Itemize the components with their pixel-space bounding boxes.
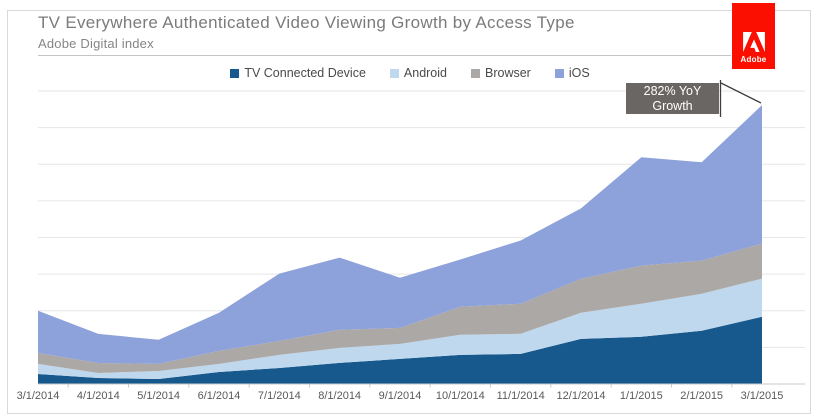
chart-frame [7,10,811,414]
legend-label: iOS [568,66,590,80]
area-android [38,278,762,379]
x-axis-label: 10/1/2014 [435,390,485,402]
legend-swatch [389,68,399,78]
adobe-logo-label: Adobe [740,55,767,64]
area-ios [38,105,762,364]
x-axis-label: 11/1/2014 [496,390,545,402]
chart-legend: TV Connected Device Android Browser iOS [0,66,820,80]
x-axis-label: 3/1/2015 [740,390,784,402]
x-axis-label: 9/1/2014 [378,390,422,402]
chart-title: TV Everywhere Authenticated Video Viewin… [38,13,575,32]
legend-item-browser: Browser [471,66,531,80]
legend-label: TV Connected Device [244,66,366,80]
adobe-a-icon [742,32,765,52]
x-axis-label: 5/1/2014 [137,390,181,402]
yoy-growth-callout: 282% YoY Growth [626,83,719,114]
x-axis-label: 7/1/2014 [257,390,301,402]
x-axis-label: 1/1/2015 [619,390,663,402]
callout-line2: Growth [652,98,693,113]
adobe-logo: Adobe [732,3,775,69]
legend-item-android: Android [389,66,447,80]
area-tv-connected-device [38,316,762,384]
legend-item-tv-connected-device: TV Connected Device [230,66,366,80]
legend-swatch [554,68,564,78]
x-axis-label: 2/1/2015 [680,390,724,402]
header-divider [38,55,731,56]
legend-swatch [471,68,480,78]
x-axis-label: 8/1/2014 [318,390,362,402]
callout-line1: 282% YoY [643,83,702,98]
legend-label: Android [403,66,447,80]
legend-item-ios: iOS [554,66,590,80]
callout-leader-line [720,82,762,104]
legend-swatch [230,68,240,78]
x-axis-label: 6/1/2014 [197,390,241,402]
x-axis-label: 12/1/2014 [556,390,606,402]
x-axis-label: 3/1/2014 [16,390,60,402]
x-axis-label: 4/1/2014 [76,390,120,402]
chart-subtitle: Adobe Digital index [38,36,154,51]
legend-label: Browser [485,66,531,80]
